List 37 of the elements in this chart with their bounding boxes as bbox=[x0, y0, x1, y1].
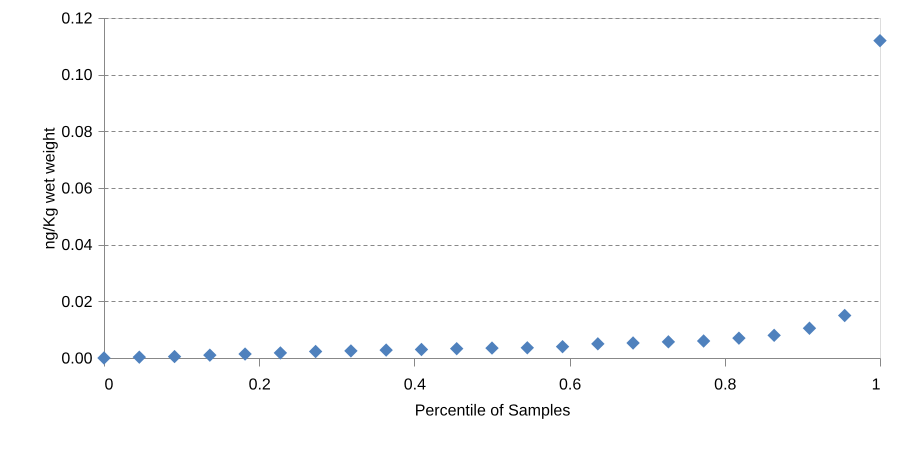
point bbox=[238, 347, 252, 361]
point bbox=[203, 348, 217, 362]
point bbox=[696, 334, 710, 348]
point bbox=[132, 350, 146, 364]
x-axis-title: Percentile of Samples bbox=[414, 402, 570, 420]
point bbox=[274, 346, 288, 360]
point bbox=[767, 328, 781, 342]
point bbox=[838, 308, 852, 322]
point bbox=[591, 337, 605, 351]
y-tick-label: 0.08 bbox=[61, 124, 93, 141]
y-tick-label: 0.04 bbox=[61, 237, 93, 254]
point bbox=[662, 335, 676, 349]
x-tick-label: 0.8 bbox=[714, 376, 737, 394]
x-tick-label: 0.2 bbox=[248, 376, 271, 394]
y-tick-label: 0.10 bbox=[61, 67, 93, 84]
x-tick-label: 0 bbox=[104, 376, 114, 394]
point bbox=[344, 344, 358, 358]
point bbox=[802, 322, 816, 335]
point bbox=[485, 341, 499, 355]
point bbox=[732, 331, 746, 345]
point bbox=[520, 341, 534, 355]
point bbox=[626, 336, 640, 350]
point bbox=[308, 344, 322, 358]
point bbox=[168, 350, 182, 364]
y-axis-title: ng/Kg wet weight bbox=[41, 127, 58, 250]
x-tick-label: 0.4 bbox=[404, 376, 426, 394]
x-tick-label: 0.6 bbox=[558, 376, 582, 394]
x-tick-label: 1 bbox=[872, 376, 881, 394]
point bbox=[556, 340, 570, 354]
y-tick-label: 0.02 bbox=[61, 294, 93, 311]
y-tick-label: 0.06 bbox=[61, 180, 93, 198]
point bbox=[450, 342, 464, 356]
point bbox=[873, 34, 887, 48]
point bbox=[414, 342, 428, 356]
y-tick-label: 0.00 bbox=[61, 350, 93, 368]
y-tick-label: 0.12 bbox=[61, 10, 93, 28]
point bbox=[379, 343, 393, 357]
